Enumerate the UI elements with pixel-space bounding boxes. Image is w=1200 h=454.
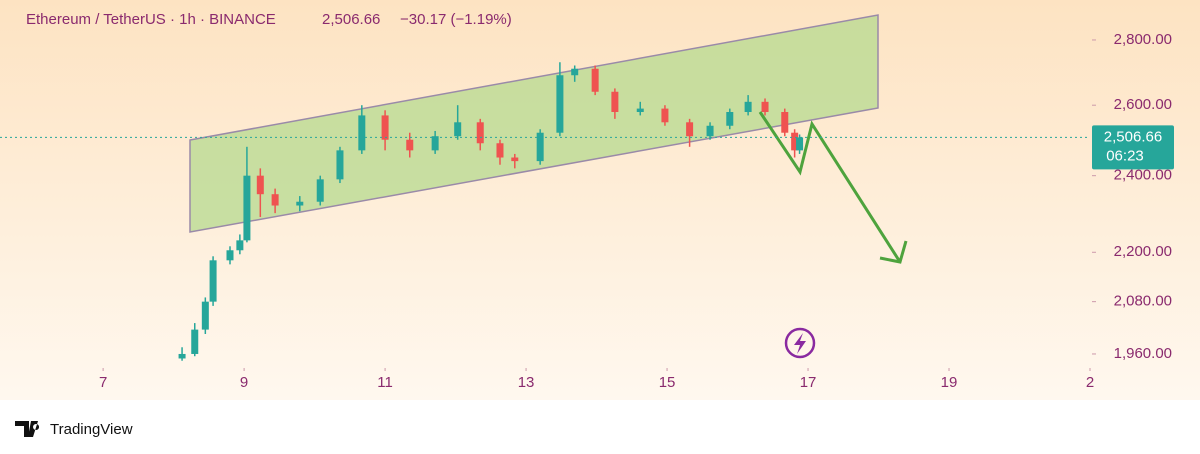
y-tick-label: 2,080.00 [1114,293,1172,310]
candle-body [296,201,304,206]
candle-body [226,250,234,261]
symbol: Ethereum / TetherUS · 1h · BINANCE [26,11,276,28]
candle-body [209,260,217,302]
lightning-icon[interactable] [784,327,816,359]
brand: TradingView [50,421,133,438]
last-price-label: 2,506.66 [1104,128,1162,145]
y-tick-label: 2,200.00 [1114,243,1172,260]
candle-body [706,125,714,137]
countdown: 06:23 [1106,147,1144,164]
candle-body [686,122,694,137]
last-price-box [1092,125,1174,170]
candle-body [381,115,389,140]
x-tick-label: 9 [240,374,248,391]
candle-body [781,111,789,133]
candle-body [726,111,734,126]
price: 2,506.66 [322,11,380,28]
candle-body [496,143,504,158]
candle-body [661,108,669,123]
candle-body [744,101,752,112]
candle-body [431,136,439,151]
candle-body [611,91,619,112]
chart-background [0,0,1200,400]
candle-body [476,122,484,144]
candle-body [636,108,644,112]
arrow-head [879,240,908,264]
x-tick-label: 15 [659,374,676,391]
candle-body [358,115,366,151]
candle-body [271,194,279,206]
candle-body [591,68,599,92]
y-tick-label: 2,400.00 [1114,167,1172,184]
candle-body [796,137,804,151]
candle-body [201,301,209,330]
candle-body [406,139,414,151]
y-tick-label: 2,600.00 [1114,96,1172,113]
candle-body [536,132,544,162]
plot [178,62,804,361]
candle-body [316,179,324,202]
x-tick-label: 19 [941,374,958,391]
candle-body [191,329,199,354]
x-tick-label: 2 [1086,374,1094,391]
x-tick-label: 11 [377,374,393,391]
candle-body [178,353,186,359]
candle-body [336,150,344,180]
y-tick-label: 2,800.00 [1114,31,1172,48]
candle-body [511,157,519,162]
candle-body [556,75,564,133]
x-tick-label: 13 [518,374,535,391]
candle-body [256,175,264,195]
candle-body [236,240,244,251]
candle-body [791,132,799,151]
candle-body [454,122,462,137]
lightning-bolt [794,333,806,354]
candle-body [571,68,579,76]
x-tick-label: 7 [99,374,107,391]
y-tick-label: 1,960.00 [1114,345,1172,362]
candle-body [761,101,769,112]
logo [15,421,40,437]
change: −30.17 (−1.19%) [400,11,512,28]
candle-body [243,175,251,241]
footer-background [0,400,1200,454]
arrow [758,111,902,263]
x-tick-label: 17 [800,374,817,391]
channel [189,14,879,233]
